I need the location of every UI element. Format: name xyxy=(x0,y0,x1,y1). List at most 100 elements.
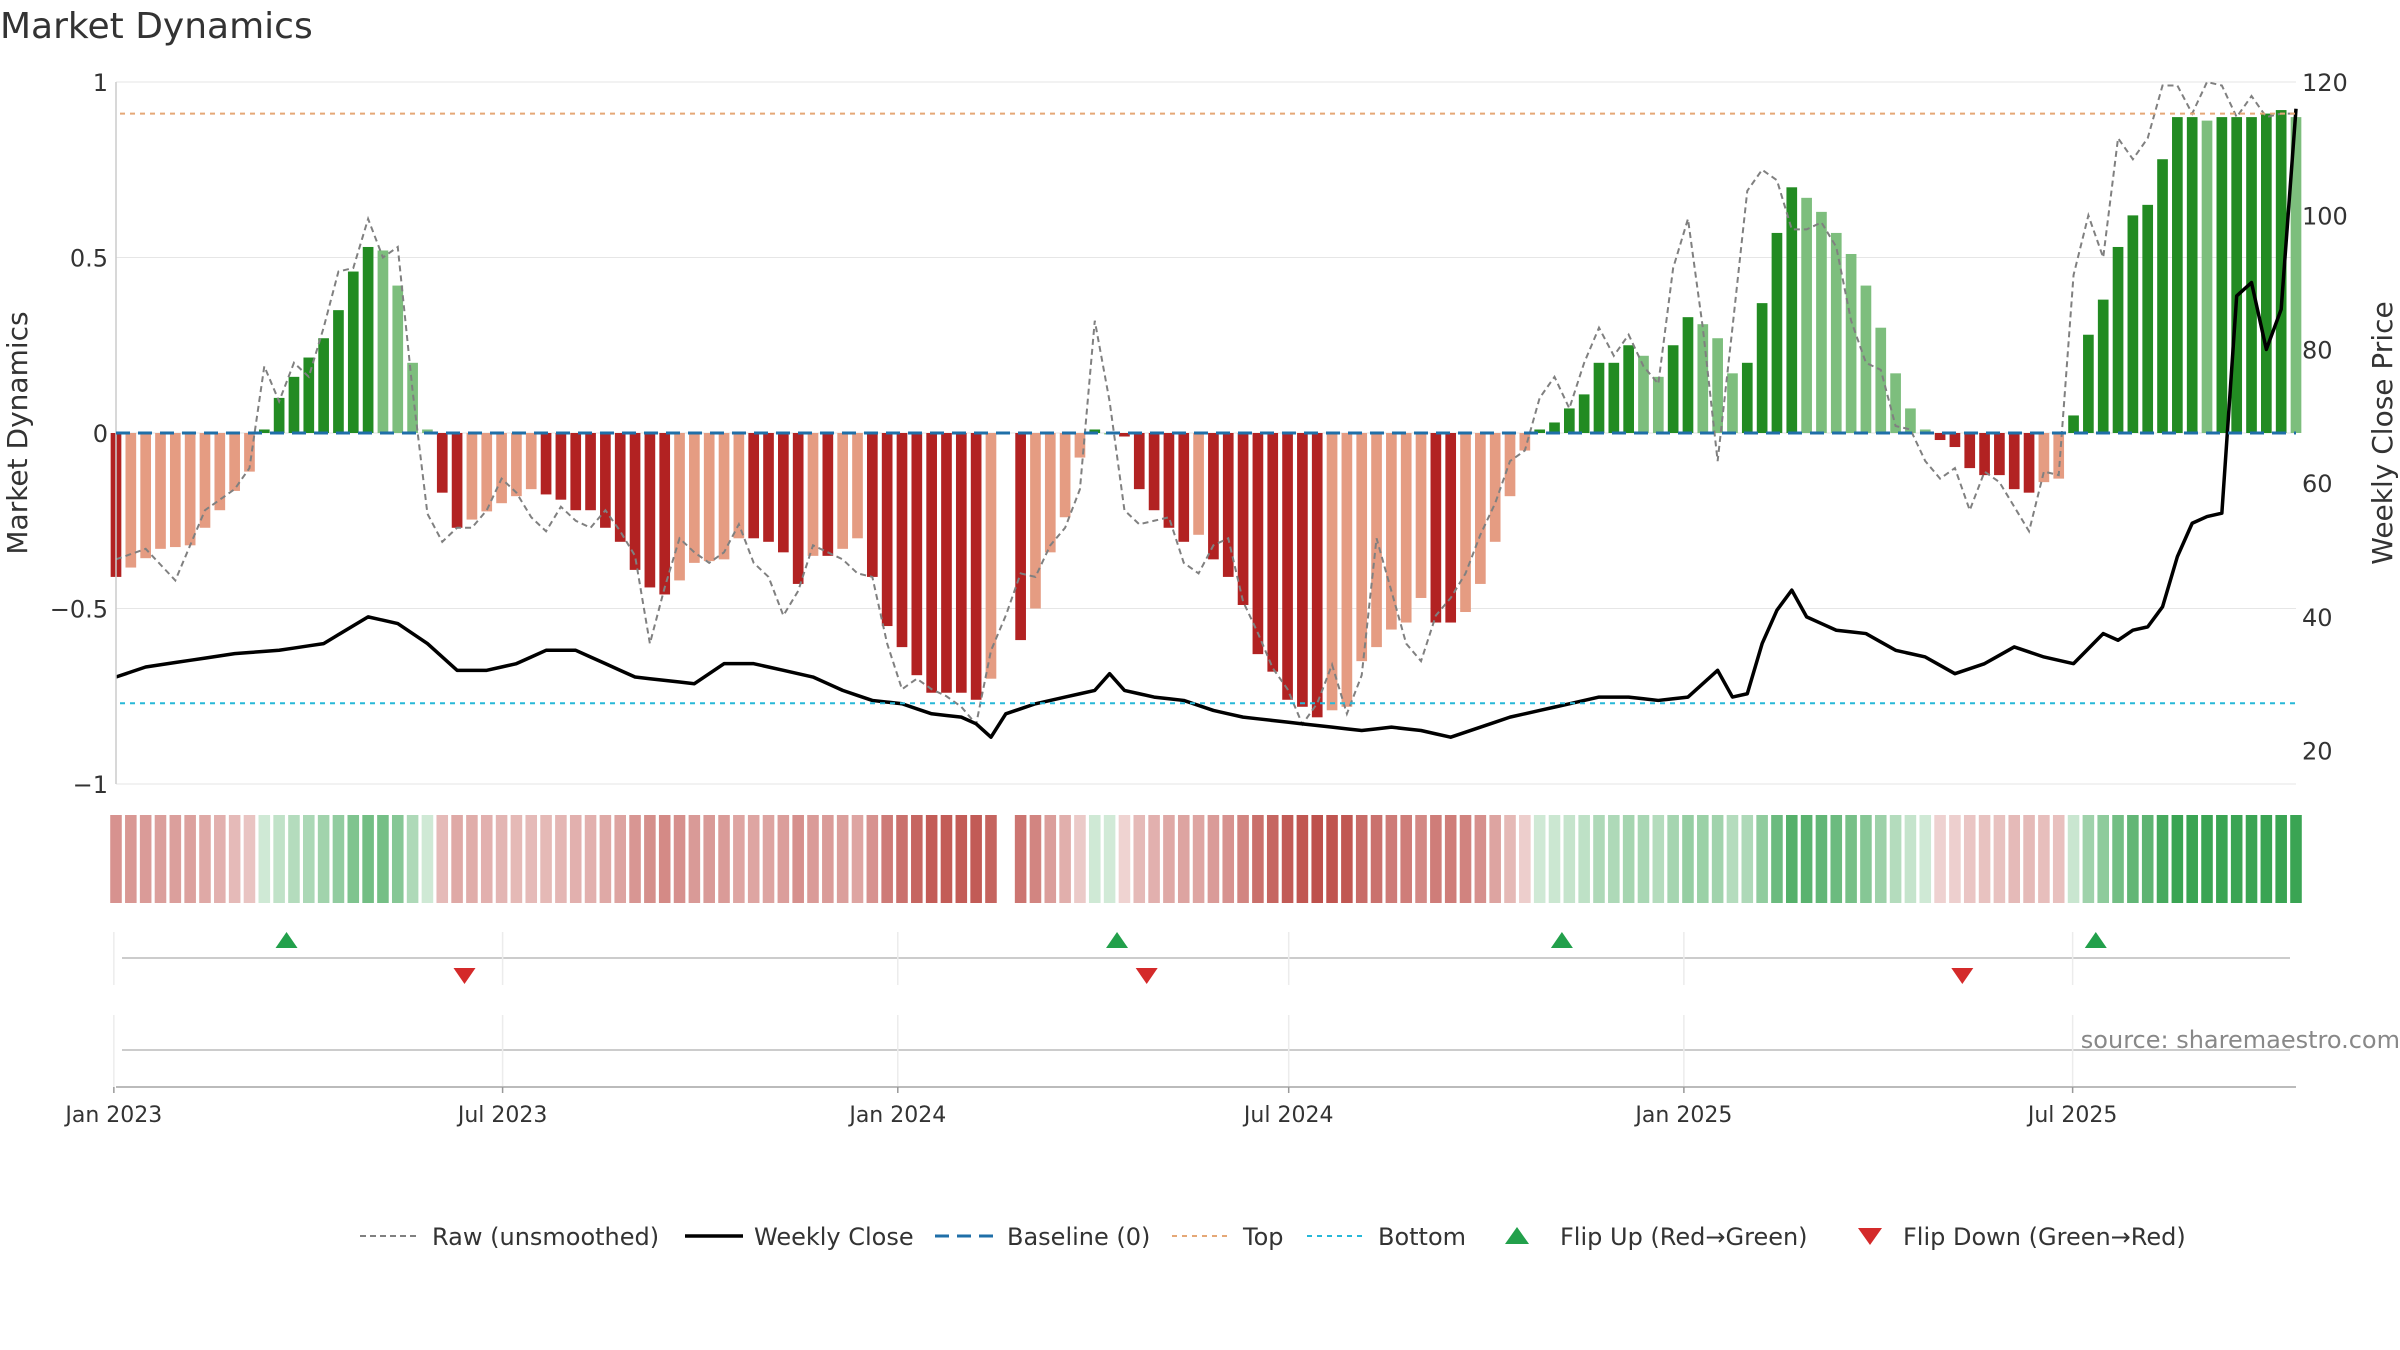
legend-item-raw: Raw (unsmoothed) xyxy=(360,1223,659,1251)
dynamics-bar xyxy=(2261,113,2272,433)
regime-cell xyxy=(1296,815,1309,903)
axes-layer: 1 0.5 0 −0.5 −1 120 100 80 60 40 20 Market Dynamics… xyxy=(1,69,2399,799)
dynamics-bar xyxy=(2216,117,2228,433)
dynamics-bar xyxy=(1311,433,1323,718)
regime-cell xyxy=(1667,815,1679,903)
dynamics-bar xyxy=(703,433,715,562)
regime-cell xyxy=(1118,815,1131,903)
dynamics-bar xyxy=(896,433,908,648)
regime-cell xyxy=(1074,815,1086,903)
dynamics-bar xyxy=(1964,433,1976,469)
weekly-close-line xyxy=(115,108,2298,739)
dynamics-bar xyxy=(1445,433,1457,623)
regime-cell xyxy=(1726,815,1739,903)
dynamics-bar xyxy=(436,433,448,493)
dynamics-bar xyxy=(2246,117,2257,433)
dynamics-bar xyxy=(1549,422,1560,433)
regime-cell xyxy=(332,815,345,903)
dynamics-bar xyxy=(1400,433,1412,623)
regime-cell xyxy=(1489,815,1501,903)
regime-cell xyxy=(1919,815,1932,903)
dynamics-bar xyxy=(229,433,240,491)
regime-cell xyxy=(2023,815,2035,903)
regime-cell xyxy=(1326,815,1338,903)
regime-cell xyxy=(258,815,271,903)
raw-line-layer xyxy=(115,80,2296,727)
legend-item-baseline: Baseline (0) xyxy=(935,1223,1150,1251)
dynamics-bar xyxy=(2068,415,2079,433)
raw-unsmoothed-line xyxy=(115,80,2296,727)
dynamics-bar xyxy=(1415,433,1427,598)
dynamics-bar xyxy=(362,246,374,433)
dynamics-bar xyxy=(1727,373,1738,433)
regime-cell xyxy=(1252,815,1264,903)
regime-cell xyxy=(1533,815,1546,903)
dynamics-bar xyxy=(985,433,997,679)
regime-cell xyxy=(1311,815,1324,903)
regime-cell xyxy=(1044,815,1057,903)
dynamics-bar xyxy=(659,433,671,595)
regime-cell xyxy=(1177,815,1190,903)
regime-cell xyxy=(1993,815,2006,903)
source-credit: source: sharemaestro.com xyxy=(2081,1026,2400,1054)
y-right-tick-label: 60 xyxy=(2302,470,2333,498)
dynamics-bar xyxy=(347,271,359,433)
y-right-tick-label: 100 xyxy=(2302,203,2348,231)
dynamics-bar xyxy=(511,433,522,497)
regime-cell xyxy=(243,815,256,903)
regime-cell xyxy=(184,815,196,903)
dynamics-bar xyxy=(466,433,478,520)
regime-cell xyxy=(1148,815,1160,903)
regime-cell xyxy=(792,815,804,903)
dynamics-bar xyxy=(1771,232,1783,433)
dynamics-bar xyxy=(2231,117,2243,433)
regime-cell xyxy=(1860,815,1872,903)
regime-cell xyxy=(1889,815,1902,903)
regime-cell xyxy=(1578,815,1590,903)
regime-cell xyxy=(2230,815,2243,903)
regime-cell xyxy=(1222,815,1235,903)
regime-cell xyxy=(866,815,879,903)
regime-cell xyxy=(2216,815,2228,903)
dynamics-bar xyxy=(525,433,537,490)
regime-cell xyxy=(139,815,152,903)
regime-cell xyxy=(2260,815,2273,903)
dynamics-bar xyxy=(1578,394,1590,433)
flip-up-marker xyxy=(2084,932,2107,948)
regime-cell xyxy=(822,815,834,903)
dynamics-bar xyxy=(2142,204,2154,433)
dynamics-bar xyxy=(1652,376,1664,433)
y-right-axis-label: Weekly Close Price xyxy=(2366,301,2399,564)
dynamics-bar xyxy=(496,433,507,504)
dynamics-bar xyxy=(1623,345,1634,433)
regime-cell xyxy=(2290,815,2302,903)
dynamics-bar xyxy=(1133,433,1145,490)
dynamics-bar xyxy=(481,433,493,512)
x-tick-label: Jul 2023 xyxy=(456,1103,548,1128)
regime-cell xyxy=(2097,815,2109,903)
dynamics-bar xyxy=(1430,433,1442,623)
dynamics-bar xyxy=(778,433,789,553)
regime-cell xyxy=(644,815,656,903)
dynamics-bar xyxy=(1816,211,1827,433)
dynamics-bar xyxy=(941,433,952,693)
y-left-tick-label: 0.5 xyxy=(70,245,108,273)
dynamics-bar xyxy=(2053,433,2065,479)
dynamics-bar xyxy=(1593,362,1605,433)
dynamics-bar xyxy=(199,433,211,528)
regime-cell xyxy=(2127,815,2139,903)
regime-cell xyxy=(970,815,982,903)
x-axis: Jan 2023 Jul 2023 Jan 2024 Jul 2024 Jan 2025… xyxy=(63,1086,2296,1128)
dynamics-bar xyxy=(1089,429,1101,433)
dynamics-bar xyxy=(2127,215,2139,433)
legend-swatch xyxy=(1858,1228,1882,1245)
regime-cell xyxy=(466,815,478,903)
flip-up-marker xyxy=(1106,932,1129,948)
dynamics-bar xyxy=(2186,117,2198,433)
regime-cell xyxy=(718,815,730,903)
regime-cell xyxy=(985,815,997,903)
y-left-tick-label: 0 xyxy=(93,420,108,448)
dynamics-bar xyxy=(733,433,745,539)
dynamics-bar xyxy=(1934,433,1946,441)
